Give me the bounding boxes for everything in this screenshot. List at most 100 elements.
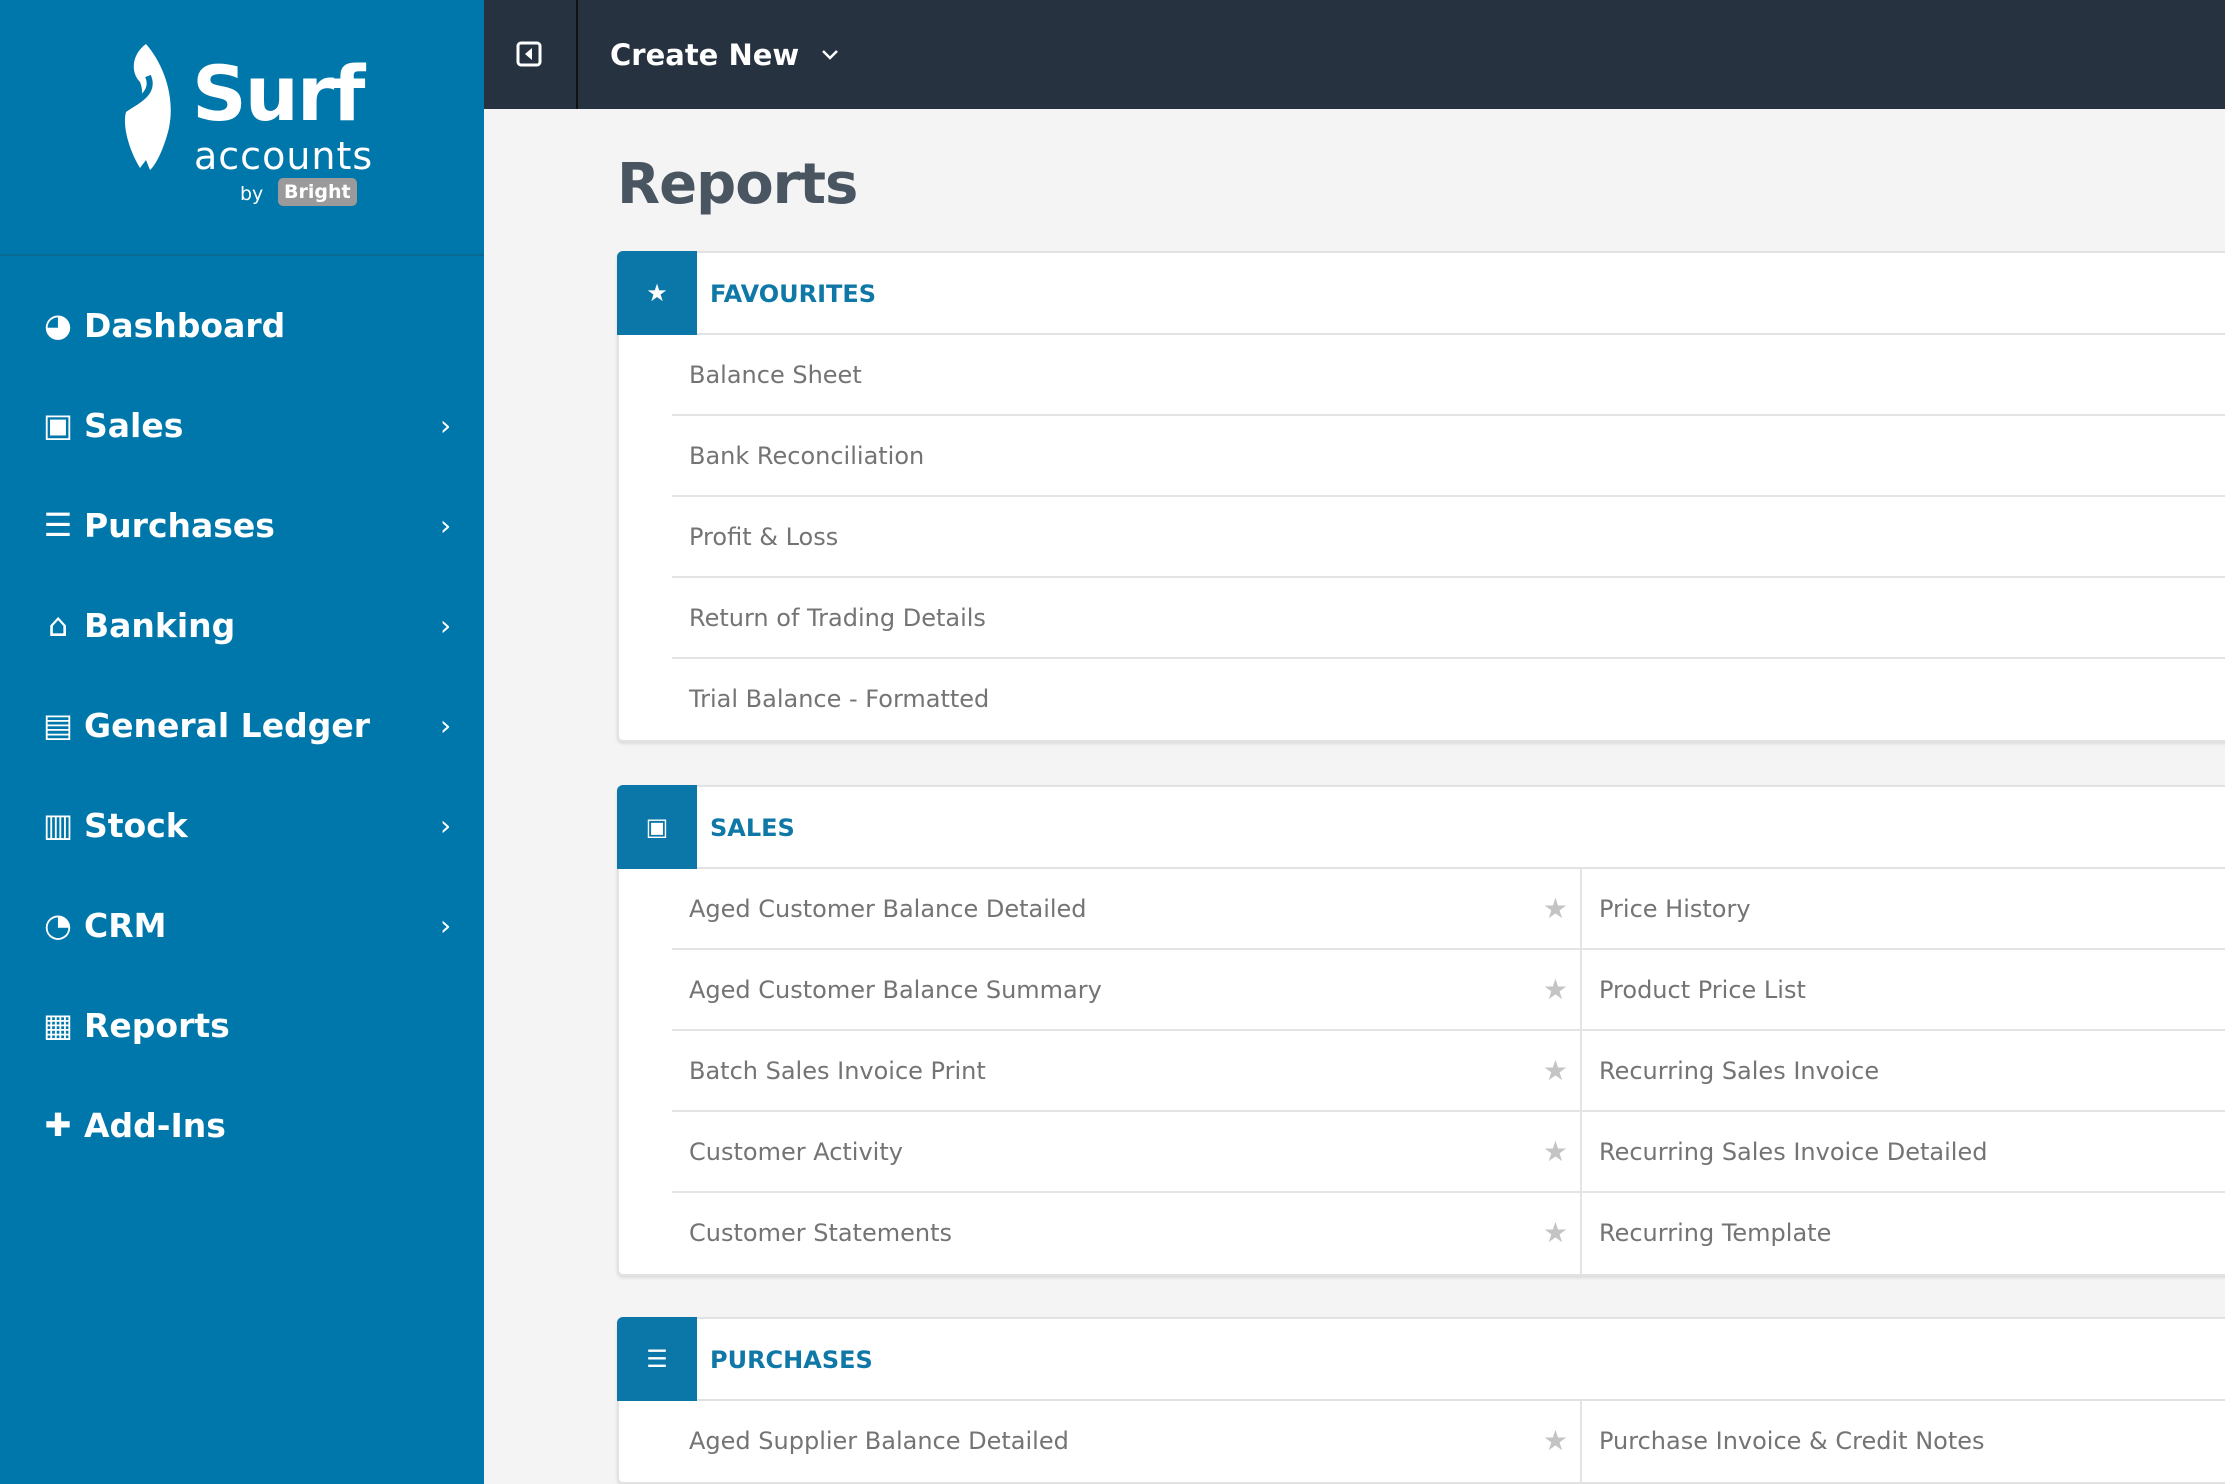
collapse-icon — [516, 41, 542, 67]
report-label: Batch Sales Invoice Print — [689, 1057, 986, 1085]
section-header: ☰ PURCHASES — [617, 1317, 2225, 1401]
section-favourites: ★ FAVOURITES Balance Sheet Bank Reconciliat… — [617, 251, 2225, 742]
section-title: PURCHASES — [710, 1346, 873, 1374]
pie-chart-icon: ◔ — [44, 906, 72, 944]
report-row: Balance Sheet — [619, 335, 2225, 416]
report-label: Aged Customer Balance Summary — [689, 976, 1102, 1004]
sidebar-item-label: Stock — [84, 805, 188, 845]
create-new-dropdown[interactable]: Create New — [610, 0, 839, 109]
page-title: Reports — [617, 152, 858, 217]
report-label: Aged Customer Balance Detailed — [689, 895, 1087, 923]
chevron-right-icon: › — [440, 708, 452, 742]
favourite-star-icon[interactable]: ★ — [1542, 1216, 1568, 1249]
section-header: ★ FAVOURITES — [617, 251, 2225, 335]
report-link[interactable]: Aged Supplier Balance Detailed ★ — [672, 1401, 1580, 1482]
report-link[interactable]: Price History — [1580, 869, 2225, 950]
sidebar-item-label: Purchases — [84, 505, 275, 545]
sidebar-item-stock[interactable]: ▥ Stock › — [0, 780, 484, 870]
sidebar-item-add-ins[interactable]: ✚ Add-Ins — [0, 1080, 484, 1170]
report-link[interactable]: Product Price List — [1580, 950, 2225, 1031]
report-link[interactable]: Return of Trading Details — [672, 578, 2225, 659]
report-link[interactable]: Balance Sheet — [672, 335, 2225, 416]
report-row: Bank Reconciliation — [619, 416, 2225, 497]
divider — [576, 0, 578, 109]
sidebar: Surf accounts by Bright ◕ Dashboard ▣ Sales… — [0, 0, 484, 1484]
sidebar-item-general-ledger[interactable]: ▤ General Ledger › — [0, 680, 484, 770]
report-row: Customer Statements ★ Recurring Template — [619, 1193, 2225, 1274]
report-link[interactable]: Recurring Template — [1580, 1193, 2225, 1274]
topbar: Create New — [484, 0, 2225, 109]
sidebar-item-crm[interactable]: ◔ CRM › — [0, 880, 484, 970]
favourite-star-icon[interactable]: ★ — [1542, 1135, 1568, 1168]
favourite-star-icon[interactable]: ★ — [1542, 892, 1568, 925]
report-link[interactable]: Purchase Invoice & Credit Notes — [1580, 1401, 2225, 1482]
brand-name: Surf — [192, 49, 365, 138]
report-row: Trial Balance - Formatted — [619, 659, 2225, 740]
briefcase-icon: ▣ — [617, 785, 697, 869]
favourite-star-icon[interactable]: ★ — [1542, 973, 1568, 1006]
sidebar-item-dashboard[interactable]: ◕ Dashboard — [0, 280, 484, 370]
report-link[interactable]: Trial Balance - Formatted — [689, 685, 990, 713]
dashboard-icon: ◕ — [44, 306, 72, 344]
report-row: Profit & Loss — [619, 497, 2225, 578]
surfboard-logo-icon — [124, 44, 171, 170]
report-row: Customer Activity ★ Recurring Sales Invoic… — [619, 1112, 2225, 1193]
chevron-right-icon: › — [440, 808, 452, 842]
sidebar-item-label: Banking — [84, 605, 236, 645]
report-row: Aged Customer Balance Detailed ★ Price His… — [619, 869, 2225, 950]
section-title: SALES — [710, 814, 795, 842]
sidebar-item-reports[interactable]: ▦ Reports — [0, 980, 484, 1070]
table-icon: ▦ — [42, 1006, 74, 1044]
report-label: Aged Supplier Balance Detailed — [689, 1427, 1069, 1455]
report-row: Aged Supplier Balance Detailed ★ Purchase … — [619, 1401, 2225, 1482]
sidebar-item-banking[interactable]: ⌂ Banking › — [0, 580, 484, 670]
logo[interactable]: Surf accounts by Bright — [0, 0, 484, 256]
briefcase-icon: ▣ — [42, 406, 74, 444]
report-link[interactable]: Aged Customer Balance Summary ★ — [672, 950, 1580, 1031]
sidebar-toggle-button[interactable] — [512, 36, 546, 72]
report-link[interactable]: Customer Statements ★ — [672, 1193, 1580, 1274]
report-link[interactable]: Recurring Sales Invoice — [1580, 1031, 2225, 1112]
sidebar-item-label: Sales — [84, 405, 184, 445]
list-icon: ☰ — [43, 506, 73, 544]
brand-sub: accounts — [194, 134, 374, 178]
report-link[interactable]: Aged Customer Balance Detailed ★ — [672, 869, 1580, 950]
chevron-right-icon: › — [440, 908, 452, 942]
section-purchases: ☰ PURCHASES Aged Supplier Balance Detailed… — [617, 1317, 2225, 1484]
section-title: FAVOURITES — [710, 280, 877, 308]
sidebar-item-label: CRM — [84, 905, 167, 945]
bar-chart-icon: ▥ — [42, 806, 74, 844]
bank-icon: ⌂ — [47, 606, 69, 644]
report-label: Customer Statements — [689, 1219, 953, 1247]
brand-by: by — [240, 183, 264, 205]
report-link[interactable]: Bank Reconciliation — [672, 416, 2225, 497]
sidebar-item-label: Add-Ins — [84, 1105, 226, 1145]
sidebar-item-label: General Ledger — [84, 705, 370, 745]
sidebar-item-label: Reports — [84, 1005, 230, 1045]
report-row: Aged Customer Balance Summary ★ Product Pr… — [619, 950, 2225, 1031]
chevron-right-icon: › — [440, 408, 452, 442]
chevron-right-icon: › — [440, 508, 452, 542]
report-row: Batch Sales Invoice Print ★ Recurring Sale… — [619, 1031, 2225, 1112]
create-new-label: Create New — [610, 37, 800, 72]
report-link[interactable]: Batch Sales Invoice Print ★ — [672, 1031, 1580, 1112]
report-link[interactable]: Customer Activity ★ — [672, 1112, 1580, 1193]
favourite-star-icon[interactable]: ★ — [1542, 1054, 1568, 1087]
favourite-star-icon[interactable]: ★ — [1542, 1424, 1568, 1457]
sidebar-item-label: Dashboard — [84, 305, 286, 345]
report-label: Customer Activity — [689, 1138, 903, 1166]
section-header: ▣ SALES — [617, 785, 2225, 869]
section-sales: ▣ SALES Aged Customer Balance Detailed ★ Pri… — [617, 785, 2225, 1276]
partner-badge: Bright — [278, 178, 357, 206]
report-link[interactable]: Profit & Loss — [672, 497, 2225, 578]
chevron-down-icon — [822, 49, 839, 60]
document-icon: ▤ — [42, 706, 74, 744]
list-icon: ☰ — [617, 1317, 697, 1401]
puzzle-icon: ✚ — [44, 1106, 72, 1144]
sidebar-item-sales[interactable]: ▣ Sales › — [0, 380, 484, 470]
chevron-right-icon: › — [440, 608, 452, 642]
sidebar-item-purchases[interactable]: ☰ Purchases › — [0, 480, 484, 570]
report-link[interactable]: Recurring Sales Invoice Detailed — [1580, 1112, 2225, 1193]
report-row: Return of Trading Details — [619, 578, 2225, 659]
star-icon: ★ — [617, 251, 697, 335]
